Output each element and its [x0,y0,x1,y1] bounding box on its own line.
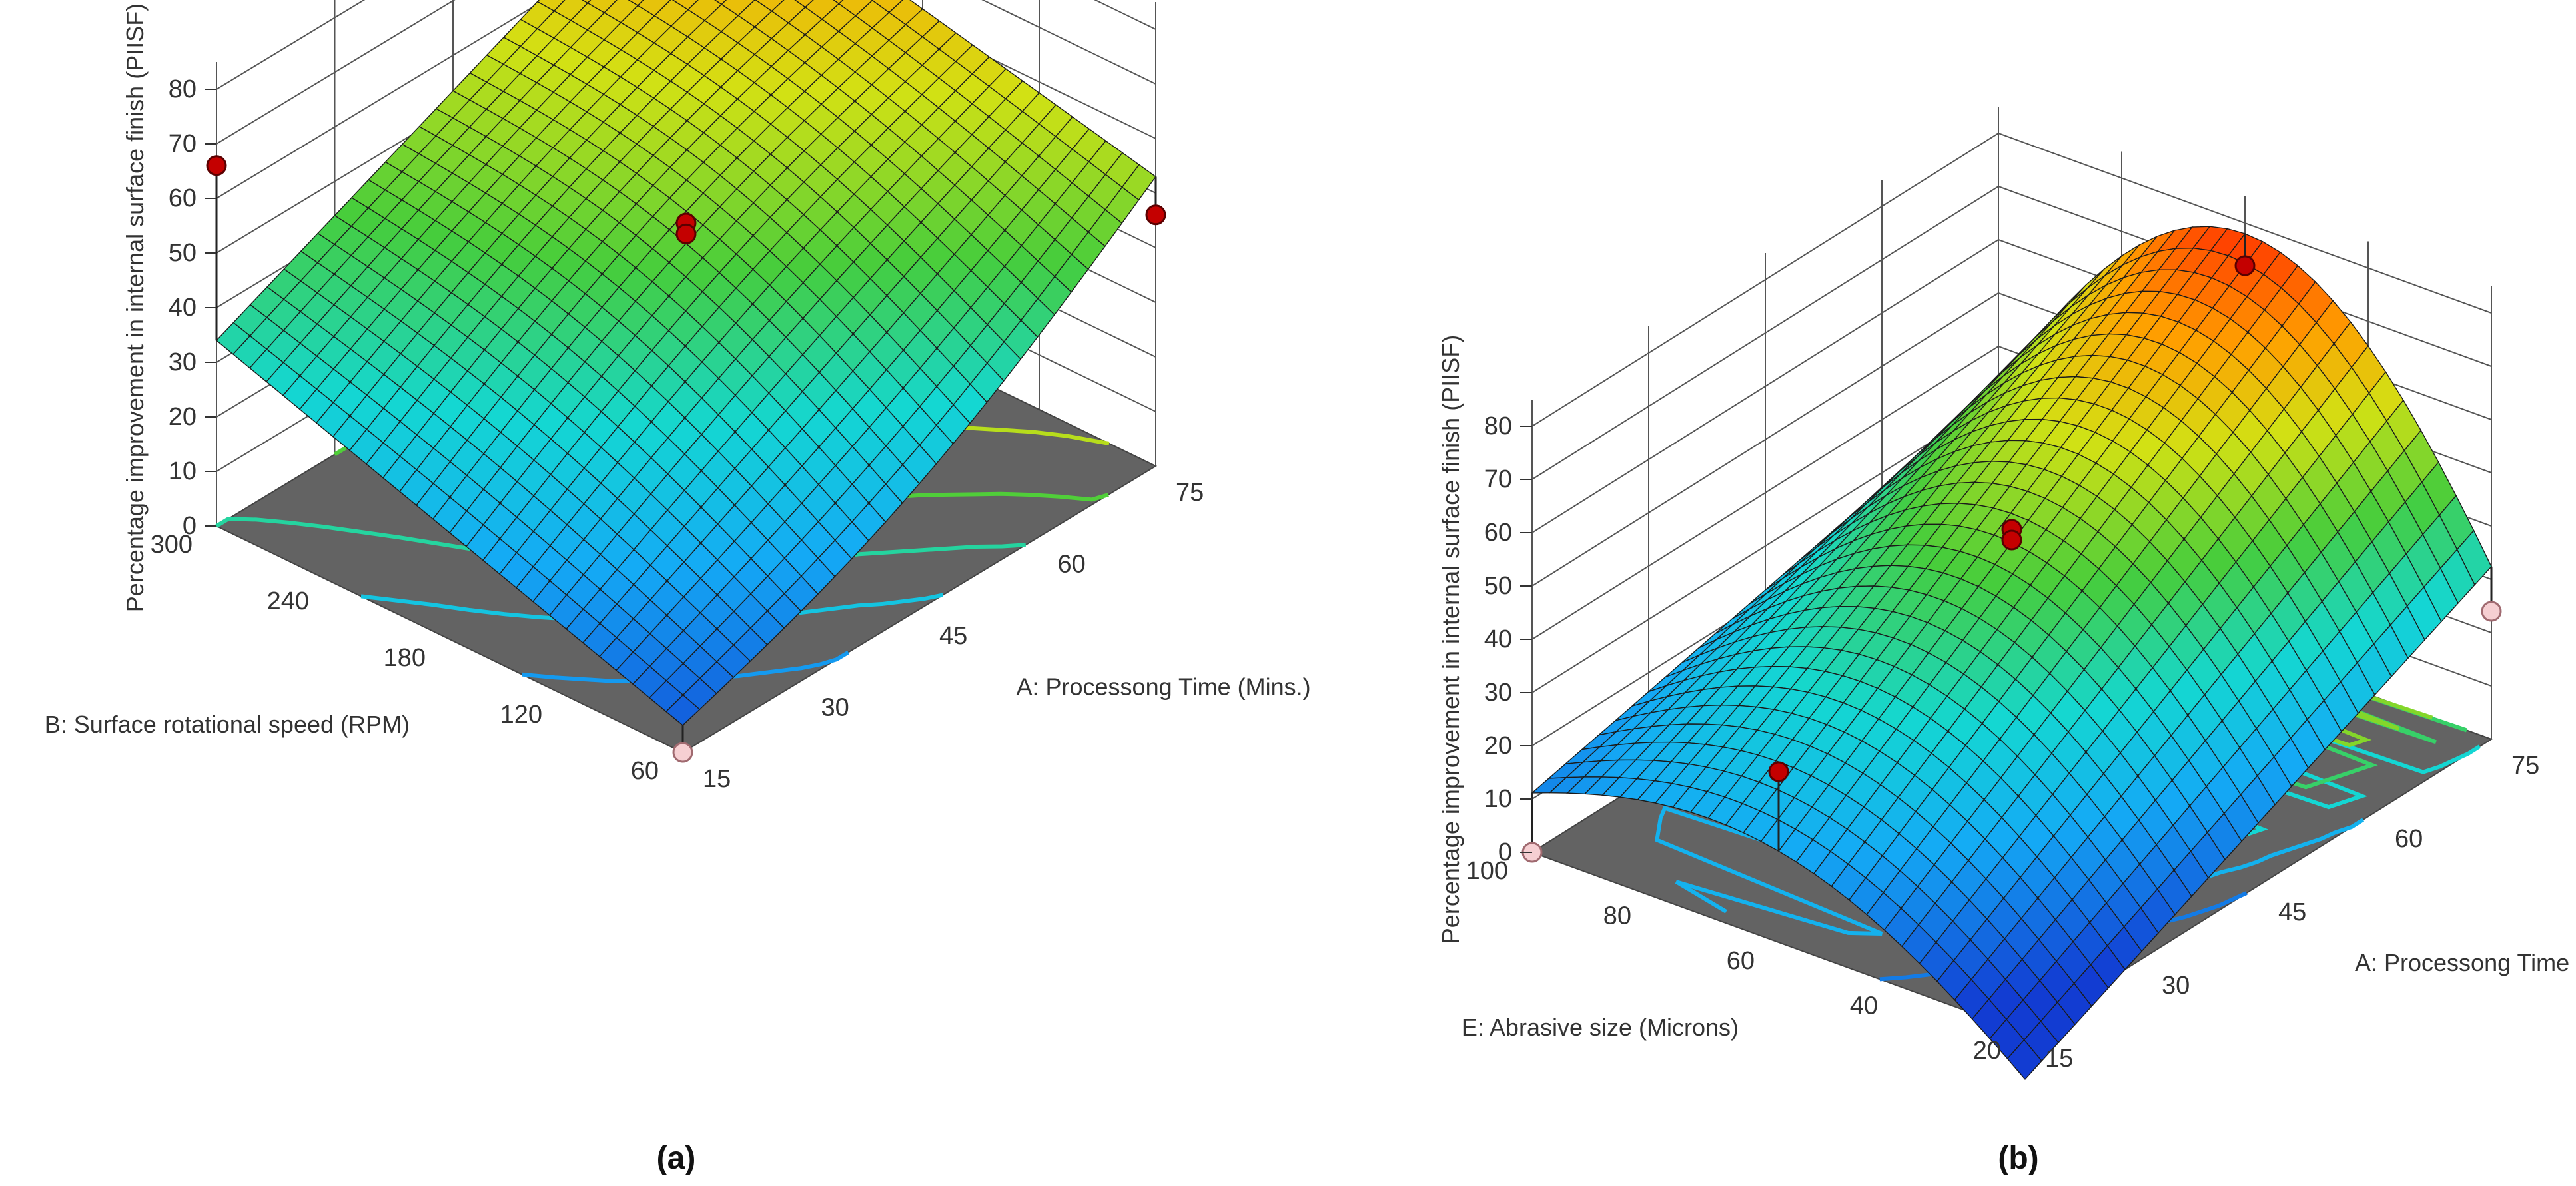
y-tick-label: 40 [1850,992,1878,1020]
z-tick-label: 0 [1498,838,1512,866]
wall-grid-line [216,0,1156,199]
surface-cell [665,694,701,726]
z-tick-label: 50 [1484,572,1512,600]
y-tick-label: 60 [1727,947,1755,975]
y-axis: 60 120 180 240 300 B: Surface rotational spee… [45,531,659,785]
z-axis: 0 10 20 30 40 50 60 70 80 Percentage improvement … [1437,335,1532,944]
design-points [1521,234,2502,863]
surface-cell [628,0,644,7]
x-tick-label: 45 [939,622,967,650]
x-axis: 15 30 45 60 75 A: Processong Time (Mins.) [703,479,1311,793]
x-axis-label: A: Processong Time (Mins.) [2355,949,2576,976]
z-tick-label: 0 [183,512,197,540]
surface-plot-b: 0 10 20 30 40 50 60 70 80 Percentage improvement … [1437,107,2576,1176]
z-tick-label: 80 [169,75,197,103]
z-tick-label: 50 [169,239,197,267]
z-axis: 0 10 20 30 40 50 60 70 80 Percentage improvement … [121,3,216,612]
panel-label: (b) [1998,1141,2038,1176]
y-tick-label: 60 [631,757,659,785]
x-tick-label: 30 [821,694,849,722]
x-axis: 15 30 45 60 75 A: Processong Time (Mins.) [2045,752,2576,1073]
x-tick-label: 15 [2045,1045,2073,1073]
z-tick-label: 70 [1484,465,1512,493]
response-surface [1531,226,2492,1080]
design-point [672,742,693,763]
x-tick-label: 45 [2278,898,2306,926]
response-surface [215,0,1156,726]
z-axis-label: Percentage improvement in internal surfa… [1437,335,1464,944]
x-tick-label: 60 [2395,825,2423,853]
design-point [1768,761,1789,782]
design-point [2481,601,2502,622]
z-tick-label: 10 [1484,785,1512,813]
y-tick-label: 80 [1603,902,1631,930]
wall-grid-line [1531,132,2492,427]
z-tick-label: 10 [169,457,197,485]
design-point [675,223,697,244]
y-tick-label: 120 [500,701,542,729]
z-tick-label: 20 [1484,732,1512,760]
panel-label: (a) [657,1141,696,1176]
z-tick-label: 40 [169,294,197,322]
z-tick-label: 60 [1484,519,1512,547]
y-tick-label: 100 [1466,857,1508,885]
y-axis: 20 40 60 80 100 E: Abrasive size (Microns) [1462,857,2001,1065]
z-tick-label: 60 [169,184,197,212]
x-tick-label: 75 [1176,479,1204,507]
design-point [1145,204,1166,226]
z-tick-label: 20 [169,403,197,431]
y-tick-label: 20 [1973,1037,2001,1065]
z-tick-label: 80 [1484,412,1512,440]
surface-cell [833,0,844,5]
y-tick-label: 180 [384,644,426,672]
z-tick-label: 70 [169,130,197,158]
x-tick-label: 60 [1058,551,1086,579]
z-tick-label: 30 [1484,679,1512,707]
wall-grid-line [216,0,1156,145]
x-tick-label: 15 [703,765,731,793]
z-axis-label: Percentage improvement in internal surfa… [121,3,149,612]
y-tick-label: 240 [267,587,309,615]
design-point [2001,529,2022,551]
design-points [206,155,1166,763]
x-axis-label: A: Processong Time (Mins.) [1017,673,1311,701]
z-tick-label: 40 [1484,625,1512,653]
x-tick-label: 75 [2511,752,2539,780]
design-point [206,155,227,176]
y-axis-label: E: Abrasive size (Microns) [1462,1014,1739,1041]
y-axis-label: B: Surface rotational speed (RPM) [45,711,410,738]
surface-cell [714,0,727,5]
surface-cell [794,0,814,8]
surface-plot-a: 0 10 20 30 40 50 60 70 80 Percentage improvement … [45,0,1311,1176]
x-tick-label: 30 [2162,972,2190,1000]
surface-cell [2006,1039,2042,1080]
y-tick-label: 300 [151,531,193,559]
z-tick-label: 30 [169,348,197,376]
design-point [2234,255,2256,276]
